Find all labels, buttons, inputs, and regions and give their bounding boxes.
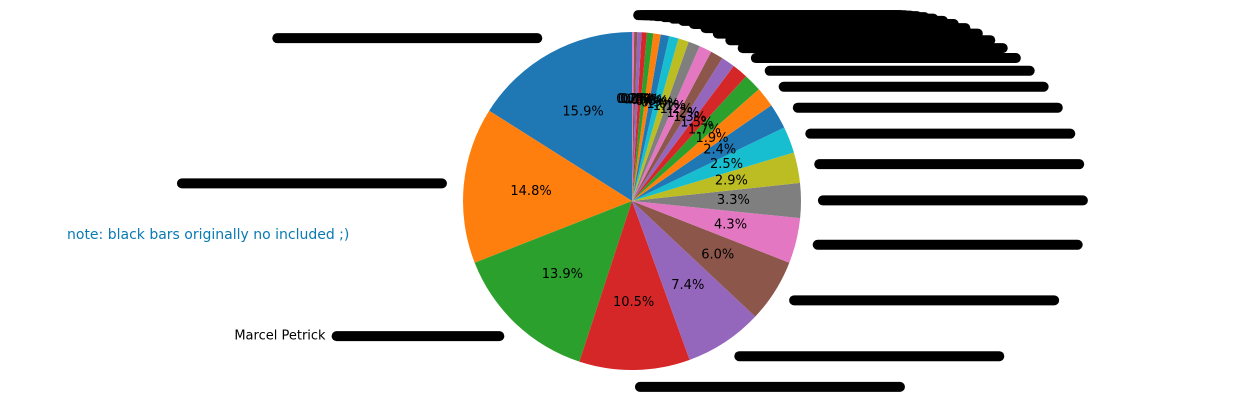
pie-slice <box>632 32 635 201</box>
pie-slice <box>632 201 790 317</box>
value-label: 0.9% <box>641 95 674 110</box>
pie-slice <box>579 201 690 370</box>
value-label: 7.4% <box>671 278 704 293</box>
pie-slice <box>632 33 661 201</box>
value-label: 1.9% <box>695 131 728 146</box>
pie-slice <box>632 32 647 202</box>
value-label: 1.3% <box>673 110 706 125</box>
value-label: 1.0% <box>646 97 679 112</box>
redacted-label <box>750 53 1021 64</box>
value-label: 15.9% <box>562 105 603 120</box>
redacted-label <box>805 128 1076 139</box>
pie-slice <box>632 46 712 201</box>
category-label: Marcel Petrick <box>234 329 326 344</box>
redacted-label <box>817 195 1088 206</box>
redacted-label <box>734 351 1005 362</box>
pie-slice <box>632 152 801 201</box>
value-label: 3.3% <box>717 193 750 208</box>
pie-slice <box>474 201 632 362</box>
pie-slice <box>632 51 723 201</box>
value-label: 0.6% <box>626 93 659 108</box>
value-label: 0.2% <box>616 92 649 107</box>
pie-slice <box>463 110 632 263</box>
value-label: 2.9% <box>715 173 748 188</box>
pie-slice <box>632 89 772 201</box>
value-label: 0.3% <box>618 92 651 107</box>
pie-slice <box>632 105 785 201</box>
pie-slice <box>632 201 756 360</box>
pie-slice <box>632 32 638 201</box>
pie-slice <box>632 127 794 201</box>
redacted-label <box>778 81 1049 92</box>
redacted-label <box>792 102 1063 113</box>
redacted-label <box>633 10 904 21</box>
pie-slice <box>632 182 801 219</box>
value-label: 2.4% <box>703 143 736 158</box>
value-label: 10.5% <box>613 295 654 310</box>
pie-slice <box>489 32 632 201</box>
redacted-label <box>789 295 1060 306</box>
redacted-label <box>812 239 1083 250</box>
redacted-label <box>764 65 1035 76</box>
pie-slice <box>632 34 670 201</box>
redacted-label <box>331 331 505 342</box>
redacted-label <box>272 33 543 44</box>
pie-slice <box>632 76 759 201</box>
value-label: 0.4% <box>620 92 653 107</box>
pie-slice <box>632 36 679 201</box>
value-label: 1.1% <box>653 99 686 114</box>
value-label: 0.8% <box>635 94 668 109</box>
value-label: 2.5% <box>710 157 743 172</box>
value-label: 13.9% <box>542 267 583 282</box>
redacted-label <box>814 159 1085 170</box>
redacted-label <box>176 178 447 189</box>
value-label: 1.7% <box>688 122 721 137</box>
value-label: 1.2% <box>666 106 699 121</box>
redacted-label <box>634 381 905 392</box>
value-label: 0.5% <box>623 92 656 107</box>
value-label: 0.7% <box>631 93 664 108</box>
pie-slice <box>632 32 654 201</box>
pie-slice <box>632 66 747 201</box>
value-label: 6.0% <box>701 248 734 263</box>
pie-slice <box>632 32 642 201</box>
pie-slice <box>632 58 734 201</box>
redacted-label <box>737 43 1008 54</box>
pie-slice <box>632 38 689 202</box>
value-label: 1.2% <box>660 102 693 117</box>
value-label: 14.8% <box>510 184 551 199</box>
value-label: 4.3% <box>714 217 747 232</box>
pie-slice <box>632 41 700 202</box>
annotation: note: black bars originally no included … <box>67 227 349 243</box>
value-label: 1.5% <box>680 116 713 131</box>
pie-slice <box>632 201 801 263</box>
